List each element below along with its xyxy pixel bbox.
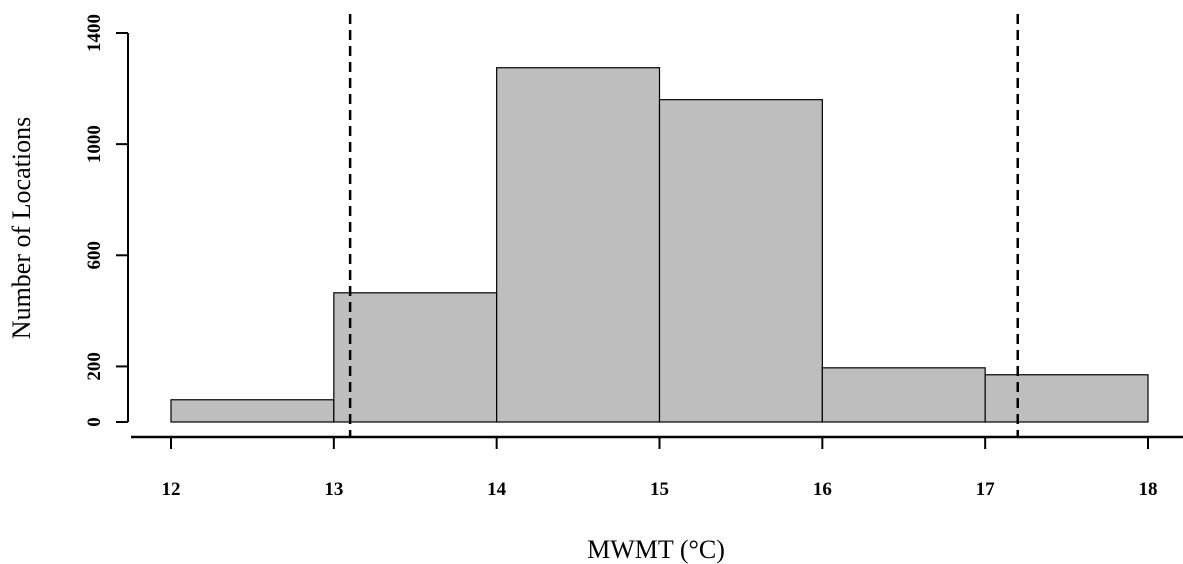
- y-axis: 0 200 600 1000 1400: [84, 14, 129, 427]
- y-tick-label-2: 600: [84, 241, 105, 269]
- histogram-bar-3: [658, 99, 823, 423]
- y-tick-label-0: 0: [84, 417, 105, 427]
- histogram-bar-5: [984, 374, 1149, 423]
- x-tick-label-5: 17: [976, 479, 996, 500]
- x-axis-title: MWMT (°C): [587, 535, 725, 564]
- x-tick-label-3: 15: [650, 479, 669, 500]
- x-tick-label-0: 12: [162, 479, 181, 500]
- y-tick-label-4: 1400: [84, 14, 105, 52]
- x-axis: 12 13 14 15 16 17 18: [131, 435, 1183, 500]
- x-tick-label-2: 14: [487, 479, 507, 500]
- histogram-bars: [170, 67, 1149, 423]
- y-axis-title: Number of Locations: [7, 117, 36, 339]
- x-tick-label-4: 16: [813, 479, 832, 500]
- x-tick-label-6: 18: [1139, 479, 1158, 500]
- y-tick-label-1: 200: [84, 352, 105, 381]
- x-tick-label-1: 13: [324, 479, 343, 500]
- y-tick-label-3: 1000: [84, 125, 105, 163]
- reference-lines: [348, 14, 1019, 437]
- histogram-bar-4: [821, 367, 986, 423]
- histogram-bar-2: [496, 67, 661, 423]
- histogram-bar-1: [333, 292, 498, 423]
- histogram-bar-0: [170, 399, 335, 423]
